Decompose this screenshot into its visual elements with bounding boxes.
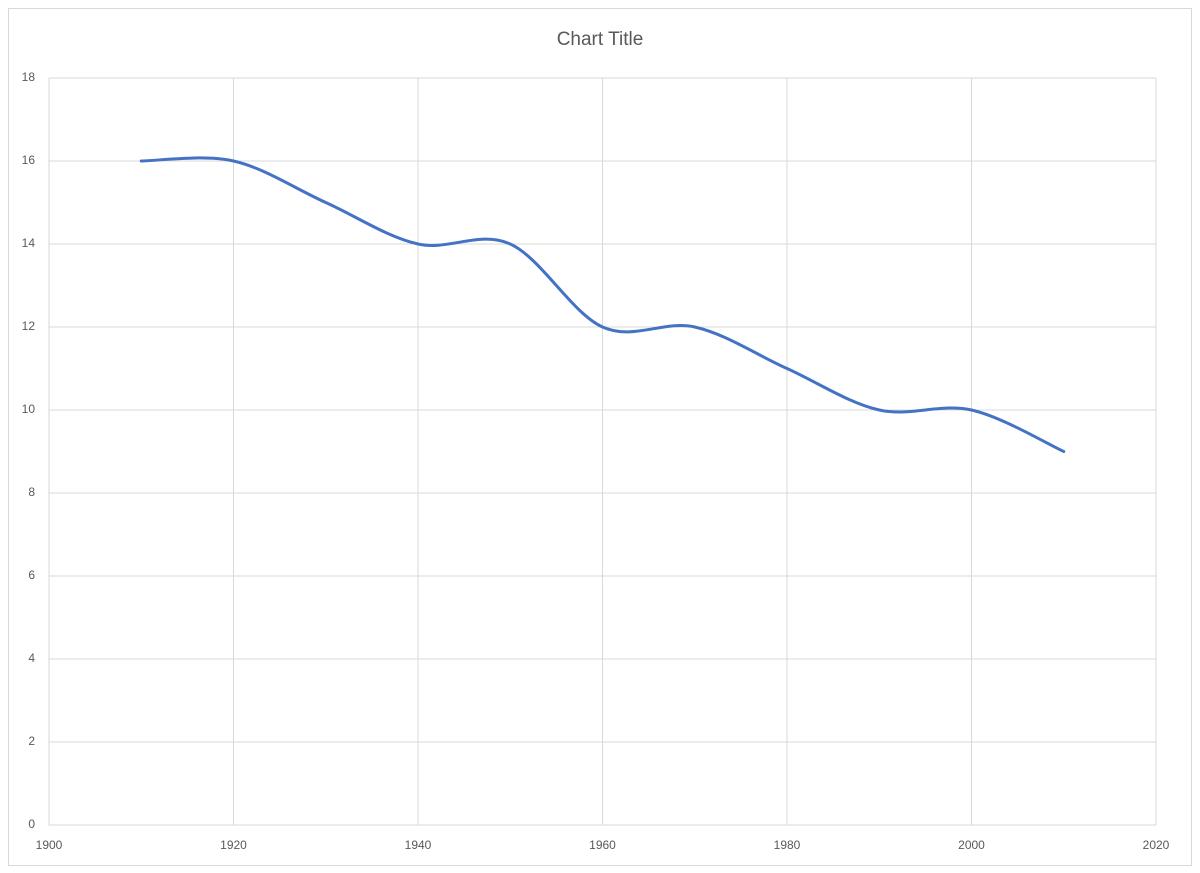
data-line bbox=[139, 156, 1066, 453]
y-tick-label: 16 bbox=[22, 153, 36, 167]
x-tick-label: 1940 bbox=[405, 838, 432, 852]
y-tick-label: 18 bbox=[22, 70, 36, 84]
y-tick-label: 10 bbox=[22, 402, 36, 416]
y-tick-label: 8 bbox=[28, 485, 35, 499]
y-tick-label: 0 bbox=[28, 817, 35, 831]
x-tick-label: 1920 bbox=[220, 838, 247, 852]
y-tick-label: 14 bbox=[22, 236, 36, 250]
y-tick-label: 2 bbox=[28, 734, 35, 748]
x-tick-label: 1900 bbox=[36, 838, 63, 852]
x-tick-label: 1960 bbox=[589, 838, 616, 852]
x-tick-label: 1980 bbox=[774, 838, 801, 852]
x-tick-label: 2000 bbox=[958, 838, 985, 852]
y-tick-label: 12 bbox=[22, 319, 36, 333]
x-tick-label: 2020 bbox=[1143, 838, 1170, 852]
y-tick-label: 4 bbox=[28, 651, 35, 665]
y-tick-label: 6 bbox=[28, 568, 35, 582]
chart-area bbox=[8, 8, 1192, 866]
chart-title: Chart Title bbox=[557, 29, 644, 50]
